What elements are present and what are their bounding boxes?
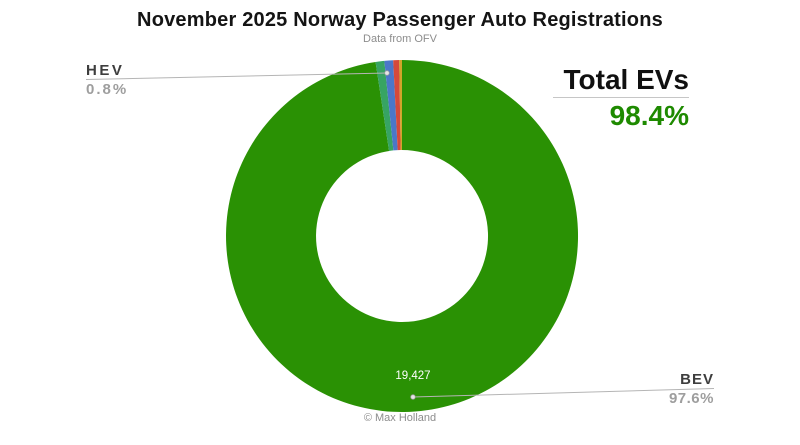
hev-leader-line: [85, 72, 388, 80]
bev-callout: BEV 97.6%: [668, 371, 714, 407]
bev-callout-percent: 97.6%: [668, 389, 714, 407]
bev-callout-label: BEV: [680, 371, 714, 388]
hev-callout: HEV 0.8%: [86, 62, 129, 98]
donut-slice-segment-1: [375, 60, 394, 151]
total-evs-label: Total EVs: [553, 64, 689, 99]
total-evs-value: 98.4%: [609, 100, 689, 132]
hev-callout-label: HEV: [86, 62, 125, 79]
bev-anchor-dot: [410, 394, 416, 400]
hev-anchor-dot: [384, 70, 390, 76]
donut-slice-hev: [384, 60, 398, 151]
donut-slices: [226, 59, 579, 412]
bev-slice-value: 19,427: [395, 370, 430, 382]
donut-slice-segment-4: [399, 59, 402, 151]
hev-callout-percent: 0.8%: [86, 80, 129, 98]
chart-subtitle: Data from OFV: [363, 33, 437, 45]
donut-slice-segment-3: [393, 60, 401, 151]
total-evs-annotation: Total EVs 98.4%: [553, 64, 689, 132]
chart-title: November 2025 Norway Passenger Auto Regi…: [137, 9, 663, 31]
attribution: © Max Holland: [363, 412, 437, 424]
donut-slice-bev: [226, 60, 579, 412]
bev-leader-line: [412, 388, 715, 398]
